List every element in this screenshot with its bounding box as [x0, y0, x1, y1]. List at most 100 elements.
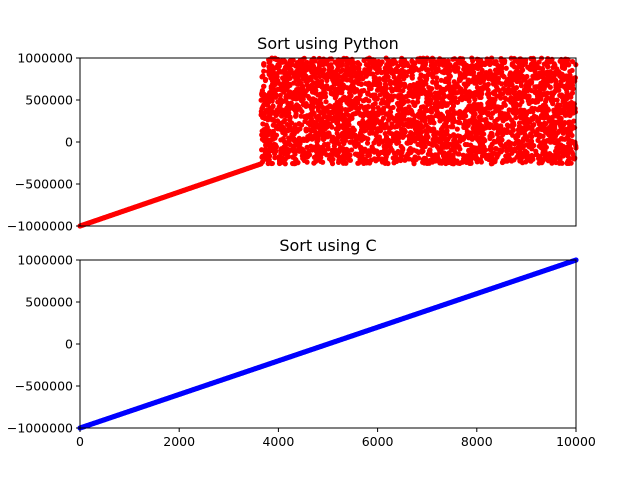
- python-sort-point: [357, 130, 364, 136]
- python-sort-point: [260, 104, 266, 110]
- python-sort-point: [285, 113, 291, 119]
- python-sort-point: [543, 113, 549, 119]
- python-sort-point: [528, 55, 534, 62]
- python-sort-point: [397, 121, 404, 127]
- python-sort-point: [355, 134, 361, 140]
- c-sort-x-tick-label: 10000: [556, 434, 596, 449]
- python-sort-point: [324, 108, 331, 114]
- python-sort-point: [515, 96, 521, 102]
- python-sort-point: [460, 152, 466, 158]
- python-sort-point: [423, 99, 430, 105]
- python-sort-point: [492, 157, 498, 163]
- python-sort-point: [294, 60, 300, 66]
- python-sort-point: [434, 75, 440, 81]
- python-sort-point: [265, 160, 271, 167]
- python-sort-point: [539, 83, 545, 89]
- python-sort-point: [530, 109, 536, 115]
- python-sort-point: [319, 150, 325, 156]
- python-sort-point: [533, 88, 539, 94]
- python-sort-point: [262, 77, 269, 84]
- python-sort-point: [425, 92, 431, 98]
- python-sort-point: [267, 58, 273, 64]
- c-sort-title: Sort using C: [279, 236, 376, 255]
- python-sort-point: [570, 155, 576, 161]
- python-sort-point: [440, 86, 447, 93]
- python-sort-point: [366, 81, 372, 88]
- python-sort-point: [259, 153, 266, 159]
- python-sort-point: [264, 156, 270, 162]
- python-sort-point: [318, 158, 324, 164]
- python-sort-point: [420, 104, 427, 110]
- python-sort-point: [474, 128, 480, 134]
- python-sort-point: [503, 153, 509, 159]
- python-sort-point: [542, 151, 548, 157]
- python-sort-point: [502, 95, 508, 101]
- python-sort-point: [397, 79, 403, 85]
- python-sort-point: [528, 138, 534, 144]
- python-sort-point: [551, 109, 557, 115]
- python-sort-point: [301, 137, 307, 144]
- python-sort-point: [339, 157, 346, 163]
- python-sort-point: [407, 117, 414, 123]
- python-sort-point: [529, 134, 535, 140]
- python-sort-point: [570, 106, 576, 112]
- python-sort-point: [340, 112, 346, 118]
- python-sort-point: [356, 80, 362, 87]
- python-sort-point: [505, 123, 512, 129]
- python-sort-point: [555, 113, 561, 119]
- python-sort-point: [277, 120, 283, 127]
- python-sort-point: [401, 127, 408, 133]
- python-sort-point: [267, 66, 273, 72]
- python-sort-point: [346, 86, 352, 92]
- python-sort-point: [282, 151, 288, 157]
- python-sort-point: [303, 88, 309, 94]
- python-sort-point: [517, 71, 523, 77]
- python-sort-point: [548, 75, 555, 81]
- python-sort-y-tick-label: 1000000: [17, 51, 73, 66]
- python-sort-point: [270, 122, 276, 128]
- python-sort-point: [476, 102, 482, 109]
- python-sort-point: [278, 146, 284, 152]
- python-sort-point: [344, 64, 350, 70]
- python-sort-point: [433, 135, 439, 141]
- python-sort-point: [295, 95, 301, 101]
- python-sort-point: [561, 65, 568, 71]
- python-sort-point: [325, 85, 331, 92]
- python-sort-point: [426, 140, 432, 146]
- python-sort-point: [392, 86, 398, 92]
- python-sort-point: [547, 84, 553, 90]
- python-sort-point: [454, 126, 460, 132]
- python-sort-point: [538, 112, 545, 119]
- python-sort-point: [468, 150, 474, 156]
- python-sort-point: [388, 113, 394, 119]
- python-sort-point: [385, 92, 391, 98]
- python-sort-point: [567, 131, 573, 137]
- python-sort-point: [478, 116, 484, 123]
- python-sort-point: [368, 93, 374, 99]
- python-sort-point: [261, 83, 267, 89]
- python-sort-point: [531, 122, 537, 128]
- python-sort-point: [329, 161, 336, 167]
- python-sort-point: [322, 126, 328, 132]
- python-sort-point: [465, 81, 471, 87]
- python-sort-point: [376, 151, 382, 157]
- python-sort-point: [363, 111, 369, 118]
- python-sort-point: [481, 148, 487, 154]
- python-sort-point: [270, 103, 276, 109]
- python-sort-point: [538, 73, 544, 80]
- python-sort-point: [464, 131, 470, 138]
- python-sort-point: [485, 103, 491, 109]
- c-sort-y-axis: −1000000 −500000 0 500000 1000000: [7, 253, 80, 436]
- python-sort-point: [296, 126, 302, 132]
- python-sort-point: [338, 68, 344, 74]
- python-sort-point: [407, 145, 414, 152]
- python-sort-point: [558, 78, 564, 84]
- python-sort-point: [428, 105, 435, 111]
- python-sort-point: [524, 134, 530, 140]
- python-sort-point: [274, 74, 280, 80]
- python-sort-point: [531, 113, 537, 119]
- python-sort-point: [492, 71, 498, 77]
- python-sort-point: [569, 67, 575, 74]
- python-sort-point: [496, 87, 502, 94]
- c-sort-x-tick-label: 0: [76, 434, 84, 449]
